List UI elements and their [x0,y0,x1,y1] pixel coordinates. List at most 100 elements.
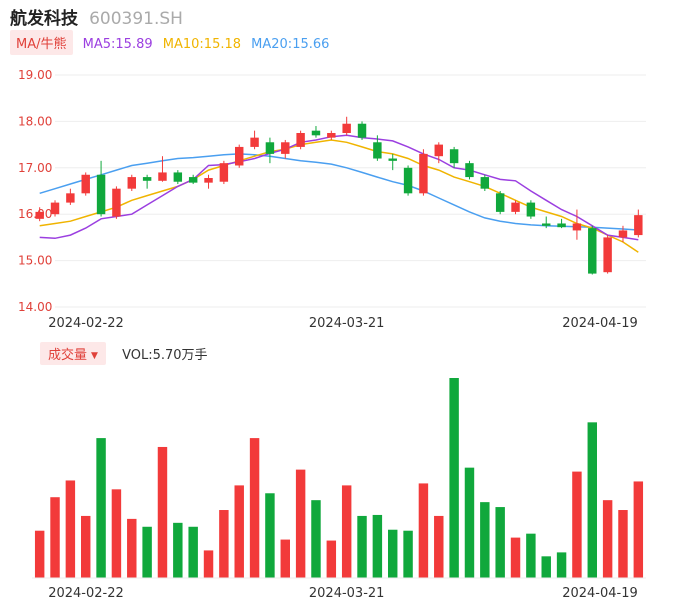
volume-bar [111,489,122,578]
candle [373,142,382,159]
volume-bar [418,483,429,578]
volume-bar [65,480,76,578]
volume-bar [618,510,628,578]
candle [127,177,136,189]
y-tick-label: 18.00 [18,114,52,128]
volume-bar [357,515,367,578]
volume-bar [372,514,383,578]
volume-bar [556,552,567,578]
ma5-line [39,134,639,241]
x-tick-label: 2024-04-19 [562,316,638,331]
volume-bar [510,537,521,578]
volume-bar [96,438,106,578]
volume-bar [219,510,229,578]
y-tick-label: 19.00 [18,68,52,82]
volume-bar [464,467,475,578]
candle [542,223,551,226]
ma20-legend: MA20:15.66 [251,37,330,52]
volume-bar [50,497,60,578]
volume-bar [526,533,536,578]
ma-mode-button[interactable]: MA/牛熊 [10,30,73,55]
volume-mode-button[interactable]: 成交量 ▼ [40,342,106,365]
candle [188,177,198,183]
y-tick-label: 15.00 [18,254,52,268]
candle [572,223,582,231]
volume-bar [326,540,337,578]
volume-bar [341,485,352,578]
volume-bar [311,500,321,578]
candle [35,211,44,219]
candle [634,215,643,236]
candle [618,230,628,238]
candle [403,167,413,194]
volume-bar [81,515,91,578]
candle [235,146,244,166]
y-tick-label: 16.00 [18,207,52,221]
candle [112,188,121,217]
candle [588,228,597,274]
volume-bar [388,529,398,578]
candle [96,174,106,215]
volume-bar [249,438,260,578]
volume-bar [633,481,644,578]
volume-bar [480,502,490,578]
candle [434,144,443,157]
candle [265,142,275,154]
candle [250,137,259,147]
volume-bar [602,500,613,578]
candle [81,174,90,194]
candle [449,149,459,164]
candle [173,172,183,182]
candle [511,202,520,212]
volume-bar [173,522,183,578]
candle [204,178,213,183]
volume-bar [34,530,45,578]
volume-bar [295,469,306,578]
volume-bar [403,530,413,578]
volume-bar [188,526,198,578]
candle [342,123,351,133]
candle [526,202,536,217]
stock-header: 航发科技 600391.SH [10,4,183,29]
y-tick-label: 14.00 [18,300,52,314]
volume-value: VOL:5.70万手 [122,348,208,363]
volume-bar [587,422,597,578]
volume-bar [127,518,137,578]
candle [296,133,305,147]
stock-name: 航发科技 [10,9,78,29]
volume-bar [142,526,152,578]
y-tick-label: 17.00 [18,161,52,175]
candle [495,193,505,212]
candle [281,142,290,154]
ma10-legend: MA10:15.18 [162,37,242,52]
candle [219,163,229,182]
volume-bar [157,446,168,578]
volume-bar [280,539,290,578]
candle [419,153,428,194]
ma10-line [39,139,639,253]
ma5-legend: MA5:15.89 [82,37,153,52]
candle [50,202,60,215]
caret-down-icon: ▼ [91,351,98,361]
candle [603,237,612,273]
volume-mode-label: 成交量 [48,348,88,363]
candle [327,133,336,138]
volume-bar [495,507,505,578]
x-tick-label: 2024-04-19 [562,586,638,601]
volume-bar [572,471,582,578]
volume-legend: 成交量 ▼ VOL:5.70万手 [40,342,208,365]
candle [158,172,167,181]
candle [465,163,474,178]
candle [557,223,566,228]
volume-bar [203,550,214,578]
volume-bar [265,493,275,578]
candle [142,177,152,181]
volume-bar [234,485,244,578]
candle [388,158,397,161]
candle [66,193,75,203]
volume-bar [449,378,459,578]
stock-code: 600391.SH [89,9,183,29]
candle [480,177,490,189]
ma20-line [39,153,639,231]
candle [311,130,321,136]
